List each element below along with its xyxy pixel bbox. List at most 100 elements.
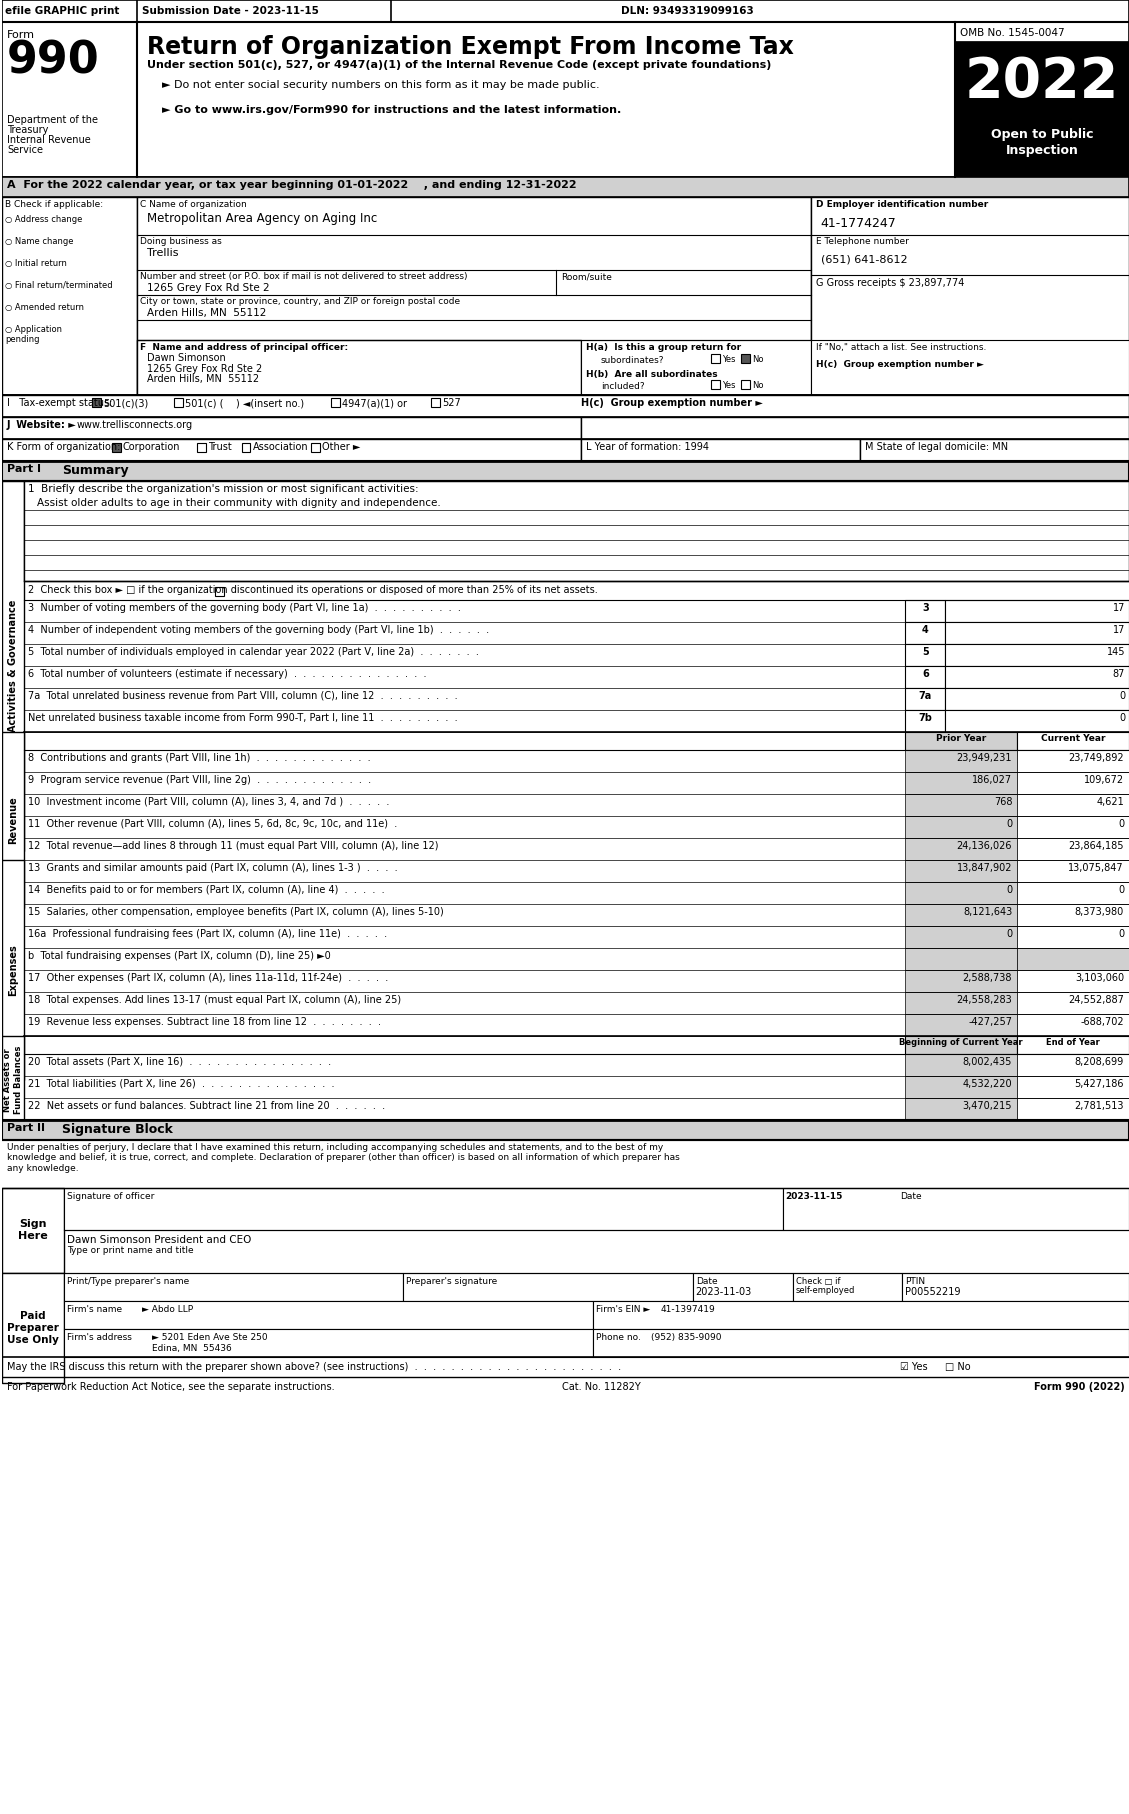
Bar bbox=[1017, 1097, 1129, 1119]
Bar bbox=[1017, 749, 1129, 773]
Text: Date: Date bbox=[695, 1277, 717, 1286]
Text: 527: 527 bbox=[443, 397, 461, 408]
Text: Beginning of Current Year: Beginning of Current Year bbox=[900, 1038, 1023, 1047]
Bar bbox=[312, 443, 321, 452]
Text: Type or print name and title: Type or print name and title bbox=[67, 1246, 193, 1255]
Text: K Form of organization:: K Form of organization: bbox=[7, 443, 121, 452]
Bar bbox=[1017, 795, 1129, 816]
Bar bbox=[905, 925, 1017, 949]
Text: Sign
Here: Sign Here bbox=[18, 1219, 47, 1241]
Bar bbox=[1017, 992, 1129, 1014]
Bar bbox=[693, 1273, 793, 1301]
Text: 1265 Grey Fox Rd Ste 2: 1265 Grey Fox Rd Ste 2 bbox=[147, 283, 270, 294]
Text: Submission Date - 2023-11-15: Submission Date - 2023-11-15 bbox=[141, 5, 318, 16]
Bar bbox=[905, 666, 945, 688]
Text: 7a: 7a bbox=[919, 691, 931, 700]
Text: Open to Public: Open to Public bbox=[991, 129, 1093, 141]
Text: 4,532,220: 4,532,220 bbox=[963, 1079, 1013, 1088]
Bar bbox=[403, 1273, 693, 1301]
Text: □ No: □ No bbox=[945, 1362, 971, 1371]
Text: Print/Type preparer's name: Print/Type preparer's name bbox=[67, 1277, 189, 1286]
Text: ► 5201 Eden Ave Ste 250: ► 5201 Eden Ave Ste 250 bbox=[151, 1333, 268, 1342]
Text: Treasury: Treasury bbox=[7, 125, 49, 134]
Text: 4947(a)(1) or: 4947(a)(1) or bbox=[342, 397, 408, 408]
Bar bbox=[2, 198, 137, 395]
Bar bbox=[64, 1330, 593, 1357]
Text: J  Website: ►: J Website: ► bbox=[7, 421, 77, 430]
Bar bbox=[945, 644, 1129, 666]
Bar bbox=[1017, 903, 1129, 925]
Text: efile GRAPHIC print: efile GRAPHIC print bbox=[5, 5, 120, 16]
Text: Date: Date bbox=[901, 1192, 922, 1201]
Text: 145: 145 bbox=[1106, 648, 1124, 657]
Text: M State of legal domicile: MN: M State of legal domicile: MN bbox=[866, 443, 1008, 452]
Bar bbox=[2, 1188, 64, 1273]
Text: 2,588,738: 2,588,738 bbox=[963, 972, 1013, 983]
Text: If "No," attach a list. See instructions.: If "No," attach a list. See instructions… bbox=[815, 343, 986, 352]
Text: 23,749,892: 23,749,892 bbox=[1068, 753, 1124, 764]
Text: City or town, state or province, country, and ZIP or foreign postal code: City or town, state or province, country… bbox=[140, 297, 460, 307]
Bar bbox=[1017, 1036, 1129, 1054]
Text: b  Total fundraising expenses (Part IX, column (D), line 25) ►0: b Total fundraising expenses (Part IX, c… bbox=[28, 951, 331, 961]
Text: OMB No. 1545-0047: OMB No. 1545-0047 bbox=[961, 27, 1065, 38]
Bar bbox=[593, 1330, 1129, 1357]
Bar bbox=[64, 1301, 593, 1330]
Text: H(b)  Are all subordinates: H(b) Are all subordinates bbox=[586, 370, 718, 379]
Text: ► Abdo LLP: ► Abdo LLP bbox=[141, 1304, 193, 1313]
Text: 0: 0 bbox=[1118, 885, 1124, 894]
Text: www.trellisconnects.org: www.trellisconnects.org bbox=[77, 421, 193, 430]
Bar bbox=[905, 749, 1017, 773]
Text: 1  Briefly describe the organization's mission or most significant activities:: 1 Briefly describe the organization's mi… bbox=[28, 484, 419, 493]
Text: 4  Number of independent voting members of the governing body (Part VI, line 1b): 4 Number of independent voting members o… bbox=[28, 626, 489, 635]
Text: 8,373,980: 8,373,980 bbox=[1075, 907, 1124, 918]
Bar bbox=[2, 1273, 64, 1382]
Text: Part I: Part I bbox=[7, 464, 41, 473]
Text: 24,558,283: 24,558,283 bbox=[956, 996, 1013, 1005]
Text: 3: 3 bbox=[922, 602, 929, 613]
Text: Room/suite: Room/suite bbox=[561, 272, 612, 281]
Bar bbox=[905, 688, 945, 709]
Text: self-employed: self-employed bbox=[796, 1286, 855, 1295]
Text: 23,949,231: 23,949,231 bbox=[956, 753, 1013, 764]
Text: No: No bbox=[752, 381, 763, 390]
Text: ○ Application
pending: ○ Application pending bbox=[5, 325, 62, 345]
Text: 41-1397419: 41-1397419 bbox=[660, 1304, 716, 1313]
Text: PTIN: PTIN bbox=[905, 1277, 926, 1286]
Bar bbox=[945, 600, 1129, 622]
Text: 7a  Total unrelated business revenue from Part VIII, column (C), line 12  .  .  : 7a Total unrelated business revenue from… bbox=[28, 691, 457, 700]
Text: 13,075,847: 13,075,847 bbox=[1068, 863, 1124, 873]
Text: 2  Check this box ► □ if the organization discontinued its operations or dispose: 2 Check this box ► □ if the organization… bbox=[28, 584, 597, 595]
Text: ○ Name change: ○ Name change bbox=[5, 238, 73, 247]
Text: Firm's EIN ►: Firm's EIN ► bbox=[596, 1304, 650, 1313]
Text: 0: 0 bbox=[1006, 885, 1013, 894]
Text: 8,208,699: 8,208,699 bbox=[1075, 1058, 1124, 1067]
Text: Corporation: Corporation bbox=[123, 443, 181, 452]
Bar bbox=[1017, 970, 1129, 992]
Bar bbox=[945, 688, 1129, 709]
Bar bbox=[431, 397, 440, 406]
Bar bbox=[2, 417, 581, 439]
Bar bbox=[137, 339, 581, 395]
Text: Part II: Part II bbox=[7, 1123, 45, 1134]
Text: Summary: Summary bbox=[62, 464, 129, 477]
Text: Arden Hills, MN  55112: Arden Hills, MN 55112 bbox=[147, 308, 266, 317]
Bar bbox=[793, 1273, 902, 1301]
Text: 41-1774247: 41-1774247 bbox=[821, 218, 896, 230]
Text: 109,672: 109,672 bbox=[1084, 775, 1124, 785]
Text: -427,257: -427,257 bbox=[969, 1018, 1013, 1027]
Text: 18  Total expenses. Add lines 13-17 (must equal Part IX, column (A), line 25): 18 Total expenses. Add lines 13-17 (must… bbox=[28, 996, 401, 1005]
Bar bbox=[2, 395, 1129, 417]
Bar bbox=[64, 1273, 403, 1301]
Text: B Check if applicable:: B Check if applicable: bbox=[5, 200, 103, 209]
Text: Arden Hills, MN  55112: Arden Hills, MN 55112 bbox=[147, 374, 259, 385]
Bar bbox=[242, 443, 251, 452]
Text: L Year of formation: 1994: L Year of formation: 1994 bbox=[586, 443, 709, 452]
Text: -688,702: -688,702 bbox=[1080, 1018, 1124, 1027]
Bar bbox=[905, 816, 1017, 838]
Text: 13,847,902: 13,847,902 bbox=[956, 863, 1013, 873]
Bar bbox=[905, 1054, 1017, 1076]
Text: ○ Amended return: ○ Amended return bbox=[5, 303, 84, 312]
Text: G Gross receipts $ 23,897,774: G Gross receipts $ 23,897,774 bbox=[815, 278, 964, 288]
Text: Activities & Governance: Activities & Governance bbox=[8, 600, 18, 733]
Bar bbox=[2, 439, 581, 461]
